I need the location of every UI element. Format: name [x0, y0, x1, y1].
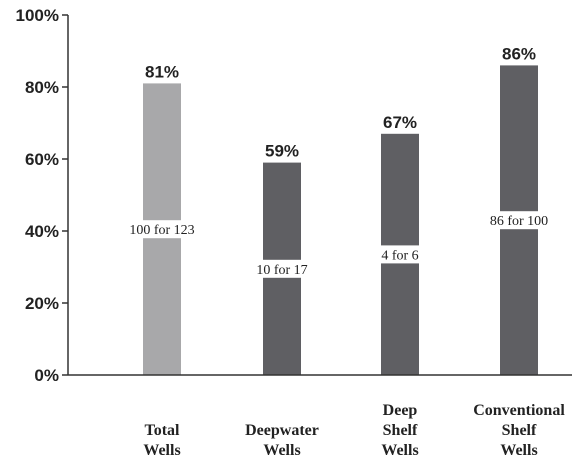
category-label: Conventional	[473, 402, 565, 419]
category-label: Deep	[383, 402, 418, 419]
bar-group: 59% 10 for 17	[246, 142, 318, 375]
y-tick-label: 60%	[25, 150, 59, 169]
category-label: Wells	[263, 442, 300, 459]
y-tick-label: 100%	[16, 6, 59, 25]
y-tick-label: 80%	[25, 78, 59, 97]
bar-value-label: 86%	[502, 44, 536, 63]
category-label: Wells	[381, 442, 418, 459]
y-tick-label: 20%	[25, 294, 59, 313]
y-tick-label: 0%	[34, 366, 59, 385]
category-label: Wells	[143, 442, 180, 459]
category-label: Shelf	[383, 422, 418, 439]
bar-inner-label-bg	[372, 245, 428, 264]
bar-inner-label-bg	[480, 211, 558, 230]
category-label: Shelf	[502, 422, 537, 439]
bar-inner-label: 86 for 100	[490, 214, 548, 229]
bar-inner-label: 100 for 123	[129, 223, 194, 238]
bar-inner-label: 4 for 6	[381, 248, 418, 263]
y-axis: 0% 20% 40% 60% 80% 100%	[16, 6, 69, 385]
bar-group: 81% 100 for 123	[119, 62, 205, 376]
y-tick-label: 40%	[25, 222, 59, 241]
category-label: Wells	[500, 442, 537, 459]
bar-group: 86% 86 for 100	[480, 44, 558, 376]
bar-value-label: 81%	[145, 62, 179, 81]
bar-group: 67% 4 for 6	[372, 113, 428, 375]
bar-inner-label: 10 for 17	[256, 263, 307, 278]
bar-inner-label-bg	[119, 220, 205, 239]
bar-value-label: 59%	[265, 142, 299, 161]
category-label: Total	[145, 422, 181, 439]
x-axis: Total Wells Deepwater Wells Deep Shelf Wells Co…	[68, 374, 572, 459]
category-label: Deepwater	[245, 422, 319, 439]
bar-inner-label-bg	[246, 259, 318, 278]
bar-value-label: 67%	[383, 113, 417, 132]
